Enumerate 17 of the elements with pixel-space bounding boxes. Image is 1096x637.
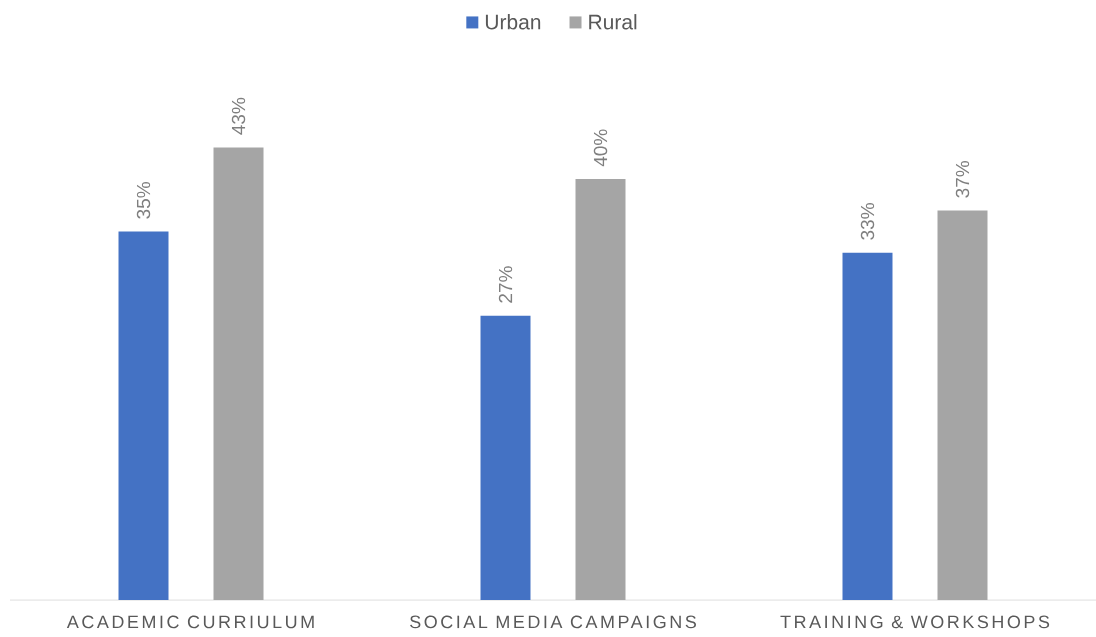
bar	[575, 178, 626, 600]
data-label: 40%	[593, 129, 608, 167]
legend-label: Urban	[485, 14, 541, 30]
data-label: 43%	[231, 97, 246, 135]
bar	[118, 231, 169, 600]
bar	[842, 252, 893, 600]
bar	[937, 210, 988, 600]
x-tick-label: ACADEMIC CURRIULUM	[66, 615, 314, 629]
x-tick-label: TRAINING & WORKSHOPS	[780, 615, 1050, 629]
legend-label: Rural	[589, 14, 637, 30]
x-tick-label: SOCIAL MEDIA CAMPAIGNS	[410, 615, 696, 629]
data-label: 35%	[136, 182, 151, 219]
data-label: 37%	[955, 161, 970, 198]
data-label: 27%	[498, 266, 513, 303]
bar	[213, 147, 264, 600]
data-label: 33%	[860, 203, 875, 240]
bar	[480, 315, 531, 600]
